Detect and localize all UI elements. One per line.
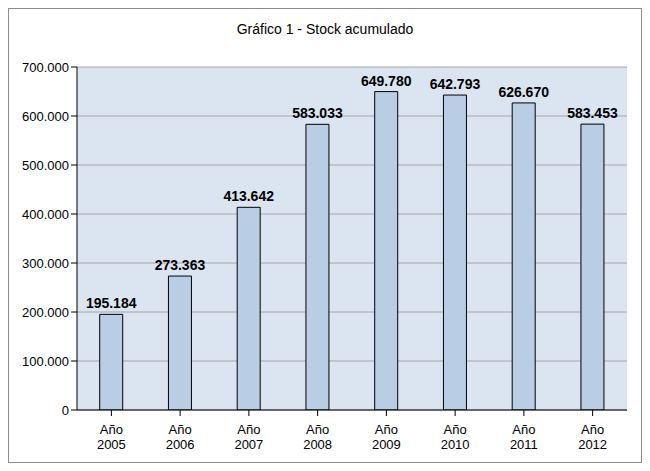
- html-text:Gráfico 1 - Stock acumulado: Gráfico 1 - Stock acumulado: [236, 21, 414, 37]
- svg-text:583.453: 583.453: [567, 105, 618, 121]
- svg-text:Año2008: Año2008: [303, 422, 332, 452]
- svg-text:642.793: 642.793: [430, 76, 481, 92]
- svg-text:Año2007: Año2007: [234, 422, 263, 452]
- svg-text:413.642: 413.642: [223, 188, 274, 204]
- svg-text:700.000: 700.000: [22, 60, 69, 75]
- svg-text:Año2010: Año2010: [441, 422, 470, 452]
- svg-text:300.000: 300.000: [22, 256, 69, 271]
- svg-text:600.000: 600.000: [22, 109, 69, 124]
- svg-text:100.000: 100.000: [22, 354, 69, 369]
- svg-text:273.363: 273.363: [155, 257, 206, 273]
- svg-text:626.670: 626.670: [498, 84, 549, 100]
- svg-text:Año2011: Año2011: [510, 422, 538, 452]
- svg-text:195.184: 195.184: [86, 295, 137, 311]
- svg-text:Año2005: Año2005: [97, 422, 126, 452]
- svg-text:400.000: 400.000: [22, 207, 69, 222]
- svg-text:649.780: 649.780: [361, 73, 412, 89]
- svg-text:500.000: 500.000: [22, 158, 69, 173]
- svg-text:583.033: 583.033: [292, 105, 343, 121]
- svg-text:Año2009: Año2009: [372, 422, 401, 452]
- svg-text:Año2006: Año2006: [166, 422, 195, 452]
- svg-text:200.000: 200.000: [22, 305, 69, 320]
- svg-text:Año2012: Año2012: [578, 422, 607, 452]
- svg-text:0: 0: [62, 403, 69, 418]
